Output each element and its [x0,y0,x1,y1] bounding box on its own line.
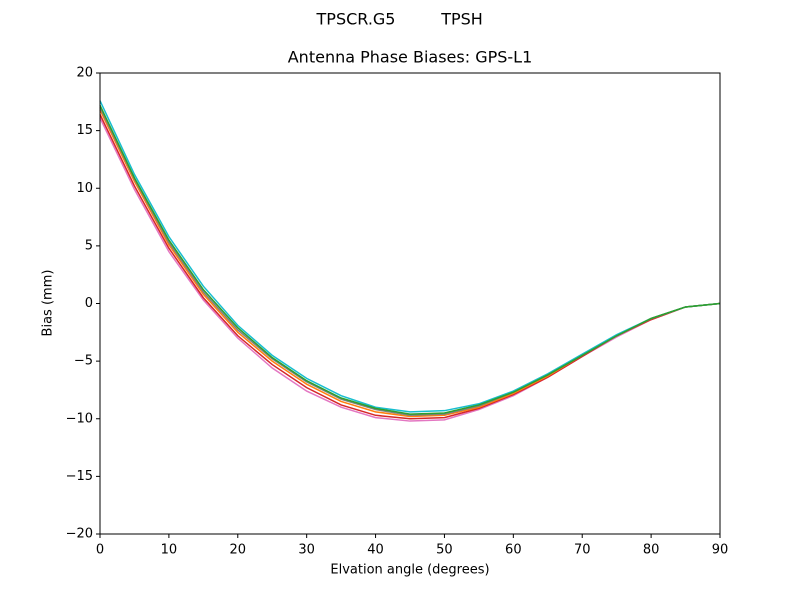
y-tick-label: 15 [76,123,93,138]
suptitle-right: TPSH [440,10,483,29]
x-tick-label: 60 [505,543,522,558]
x-axis-label: Elvation angle (degrees) [330,563,489,578]
x-tick-label: 70 [574,543,591,558]
y-tick-label: 0 [85,296,93,311]
data-line [99,114,721,420]
chart-title: Antenna Phase Biases: GPS-L1 [288,48,533,67]
x-tick-label: 0 [96,543,104,558]
y-tick-label: 10 [76,181,93,196]
suptitle-left: TPSCR.G5 [316,10,396,29]
data-line [99,109,721,418]
x-tick-label: 20 [230,543,247,558]
data-line [99,107,721,417]
y-axis-label: Bias (mm) [41,270,56,337]
data-line [99,100,721,413]
y-tick-label: −20 [66,527,93,542]
y-tick-label: −10 [66,411,93,426]
x-tick-label: 10 [161,543,178,558]
y-tick-label: −15 [66,469,93,484]
x-tick-label: 90 [712,543,729,558]
y-tick-label: −5 [74,354,93,369]
data-line [99,117,721,422]
x-tick-label: 40 [367,543,384,558]
x-tick-label: 50 [436,543,453,558]
data-line [99,104,721,415]
y-tick-label: 20 [76,66,93,81]
x-tick-label: 80 [643,543,660,558]
y-tick-label: 5 [85,238,93,253]
plot-frame [99,72,721,535]
x-tick-label: 30 [298,543,315,558]
